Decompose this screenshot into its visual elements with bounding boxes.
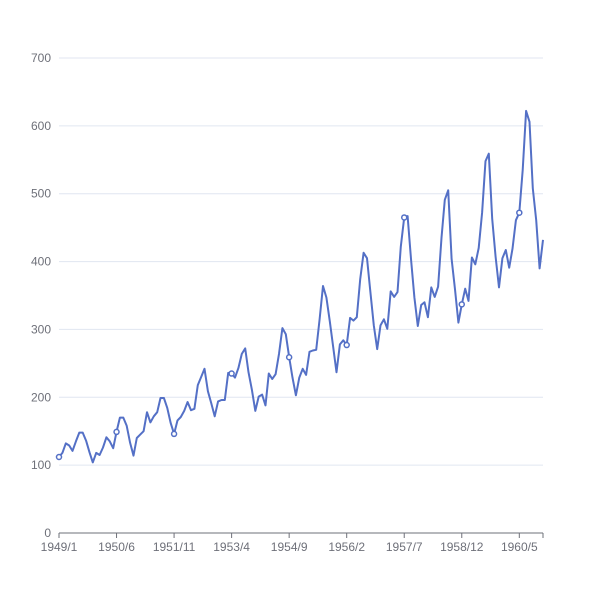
x-tick-label: 1954/9 [271,540,308,554]
x-tick-label: 1957/7 [386,540,423,554]
y-tick-label: 200 [31,390,51,404]
data-point [516,209,523,216]
x-tick-label: 1956/2 [328,540,365,554]
y-tick-label: 300 [31,322,51,336]
y-tick-label: 100 [31,458,51,472]
y-tick-label: 500 [31,187,51,201]
y-tick-label: 400 [31,255,51,269]
series-line [58,109,544,464]
x-tick-label: 1950/6 [98,540,135,554]
x-tick-label: 1958/12 [440,540,484,554]
data-point [400,214,408,221]
y-tick-label: 0 [44,526,51,540]
data-point [55,453,63,461]
data-point [458,301,466,308]
data-point [343,341,350,349]
data-point [228,370,235,377]
y-tick-label: 600 [31,119,51,133]
data-point [113,428,120,436]
x-tick-label: 1951/11 [153,540,196,554]
x-tick-label: 1949/1 [41,540,78,554]
data-point [170,430,178,438]
y-tick-label: 700 [31,51,51,65]
data-point [285,354,293,361]
x-tick-label: 1960/5 [501,540,538,554]
x-tick-label: 1953/4 [213,540,250,554]
